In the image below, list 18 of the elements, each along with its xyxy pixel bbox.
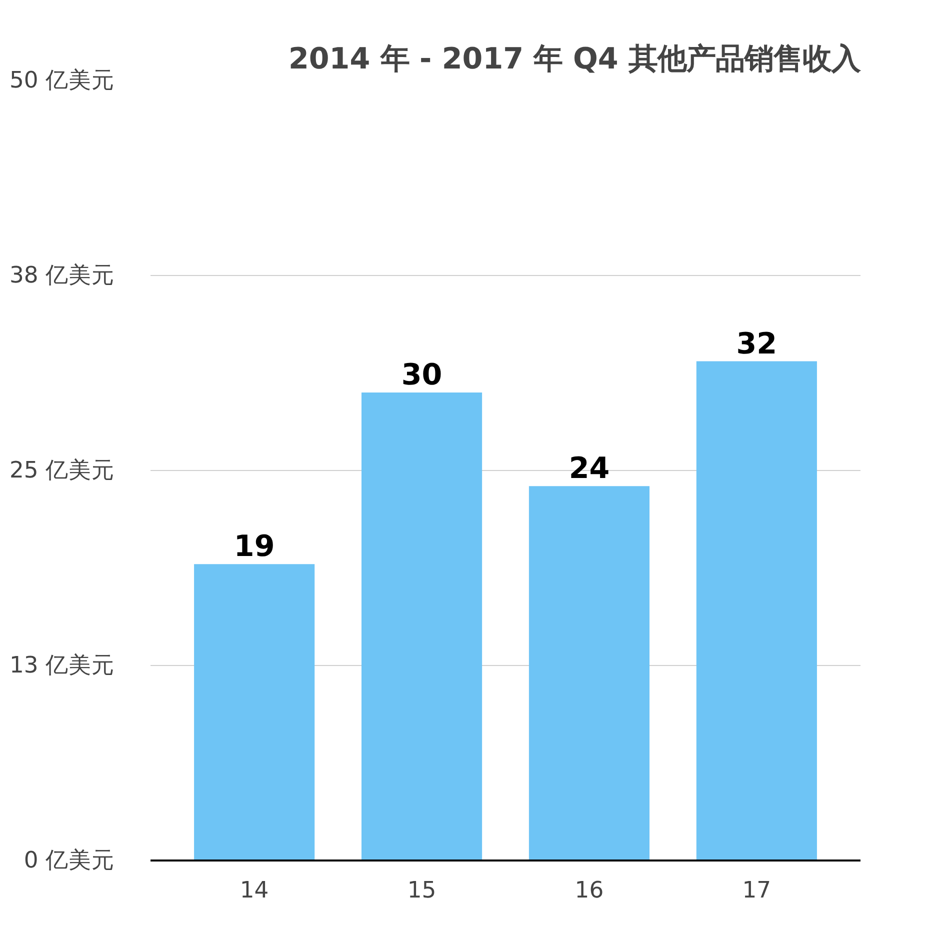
data-label: 19 xyxy=(234,529,275,564)
y-tick-label: 25 亿美元 xyxy=(9,458,114,484)
x-tick-label: 15 xyxy=(407,878,436,904)
x-tick-label: 17 xyxy=(742,878,772,904)
x-tick-label: 14 xyxy=(240,878,269,904)
y-tick-label: 38 亿美元 xyxy=(9,262,114,288)
y-tick-label: 13 亿美元 xyxy=(9,652,114,678)
data-label: 24 xyxy=(568,451,610,486)
y-tick-label: 0 亿美元 xyxy=(24,848,115,874)
x-tick-label: 16 xyxy=(574,878,604,904)
bar xyxy=(361,392,482,860)
bar xyxy=(194,564,315,860)
data-label: 30 xyxy=(401,358,442,392)
data-label: 32 xyxy=(736,326,778,360)
bar xyxy=(696,361,817,860)
y-tick-label: 50 亿美元 xyxy=(9,68,114,94)
bar xyxy=(528,486,650,860)
chart-title: 2014 年 - 2017 年 Q4 其他产品销售收入 xyxy=(288,42,862,76)
